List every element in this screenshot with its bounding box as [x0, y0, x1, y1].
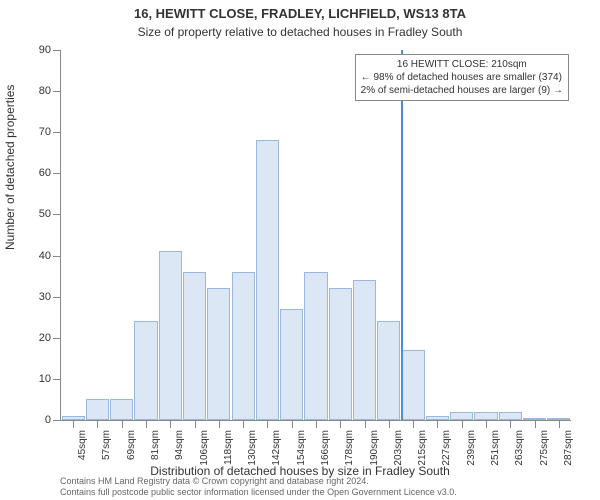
- x-tick: [122, 420, 123, 428]
- x-tick-label: 263sqm: [514, 430, 525, 466]
- y-tick-label: 40: [39, 250, 51, 262]
- x-tick-label: 57sqm: [101, 430, 112, 460]
- x-tick-label: 251sqm: [490, 430, 501, 466]
- y-tick-label: 80: [39, 85, 51, 97]
- x-tick-label: 45sqm: [77, 430, 88, 460]
- y-tick-label: 60: [39, 167, 51, 179]
- histogram-bar: [280, 309, 303, 420]
- x-tick-label: 166sqm: [320, 430, 331, 466]
- x-tick: [219, 420, 220, 428]
- histogram-bar: [183, 272, 206, 420]
- x-tick: [316, 420, 317, 428]
- y-tick-label: 50: [39, 208, 51, 220]
- y-tick-label: 90: [39, 44, 51, 56]
- x-tick-label: 227sqm: [441, 430, 452, 466]
- x-tick: [292, 420, 293, 428]
- x-tick-label: 69sqm: [126, 430, 137, 460]
- histogram-bar: [353, 280, 376, 420]
- histogram-bar: [86, 399, 109, 420]
- histogram-bar: [110, 399, 133, 420]
- x-tick: [365, 420, 366, 428]
- y-tick: [53, 91, 61, 92]
- x-tick: [462, 420, 463, 428]
- x-tick: [97, 420, 98, 428]
- x-tick: [535, 420, 536, 428]
- histogram-bar: [232, 272, 255, 420]
- y-tick-label: 10: [39, 373, 51, 385]
- x-tick-label: 275sqm: [539, 430, 550, 466]
- histogram-bar: [450, 412, 473, 420]
- x-tick-label: 118sqm: [223, 430, 234, 465]
- histogram-bar: [256, 140, 279, 420]
- x-tick-label: 215sqm: [417, 430, 428, 466]
- histogram-bar: [207, 288, 230, 420]
- x-tick-label: 130sqm: [247, 430, 258, 466]
- x-tick: [340, 420, 341, 428]
- y-tick: [53, 338, 61, 339]
- histogram-bar: [499, 412, 522, 420]
- histogram-bar: [377, 321, 400, 420]
- x-tick: [559, 420, 560, 428]
- y-tick-label: 20: [39, 332, 51, 344]
- plot-area: 16 HEWITT CLOSE: 210sqm ← 98% of detache…: [60, 50, 571, 421]
- callout-line2: ← 98% of detached houses are smaller (37…: [361, 71, 563, 84]
- x-tick-label: 239sqm: [466, 430, 477, 466]
- histogram-bar: [402, 350, 425, 420]
- x-tick-label: 178sqm: [344, 430, 355, 466]
- x-tick: [389, 420, 390, 428]
- x-tick: [243, 420, 244, 428]
- x-tick: [170, 420, 171, 428]
- y-tick: [53, 256, 61, 257]
- y-tick-label: 0: [45, 414, 51, 426]
- y-tick-label: 70: [39, 126, 51, 138]
- chart-container: 16, HEWITT CLOSE, FRADLEY, LICHFIELD, WS…: [0, 0, 600, 500]
- x-tick-label: 190sqm: [369, 430, 380, 466]
- y-tick: [53, 420, 61, 421]
- footer-line2: Contains full postcode public sector inf…: [60, 487, 457, 498]
- footer-line1: Contains HM Land Registry data © Crown c…: [60, 476, 457, 487]
- histogram-bar: [474, 412, 497, 420]
- histogram-bar: [329, 288, 352, 420]
- histogram-bar: [159, 251, 182, 420]
- x-tick: [413, 420, 414, 428]
- x-tick-label: 154sqm: [296, 430, 307, 466]
- callout-line3: 2% of semi-detached houses are larger (9…: [361, 84, 563, 97]
- bars-layer: [61, 50, 571, 420]
- y-tick: [53, 379, 61, 380]
- annotation-callout: 16 HEWITT CLOSE: 210sqm ← 98% of detache…: [355, 54, 569, 101]
- x-tick: [73, 420, 74, 428]
- y-tick-label: 30: [39, 291, 51, 303]
- x-tick: [437, 420, 438, 428]
- x-tick: [267, 420, 268, 428]
- x-tick: [195, 420, 196, 428]
- x-tick: [486, 420, 487, 428]
- x-tick-label: 94sqm: [174, 430, 185, 460]
- callout-line1: 16 HEWITT CLOSE: 210sqm: [361, 58, 563, 71]
- y-tick: [53, 173, 61, 174]
- chart-title: 16, HEWITT CLOSE, FRADLEY, LICHFIELD, WS…: [0, 0, 600, 23]
- x-tick-label: 142sqm: [271, 430, 282, 466]
- y-tick: [53, 132, 61, 133]
- x-tick: [146, 420, 147, 428]
- x-tick: [510, 420, 511, 428]
- histogram-bar: [304, 272, 327, 420]
- y-tick: [53, 297, 61, 298]
- histogram-bar: [134, 321, 157, 420]
- chart-subtitle: Size of property relative to detached ho…: [0, 23, 600, 39]
- y-tick: [53, 50, 61, 51]
- y-tick: [53, 214, 61, 215]
- y-axis-label: Number of detached properties: [3, 85, 17, 250]
- x-tick-label: 106sqm: [199, 430, 210, 466]
- property-marker-line: [401, 50, 403, 420]
- x-tick-label: 81sqm: [150, 430, 161, 460]
- x-tick-label: 287sqm: [563, 430, 574, 466]
- footer-attribution: Contains HM Land Registry data © Crown c…: [60, 476, 457, 498]
- x-tick-label: 203sqm: [393, 430, 404, 466]
